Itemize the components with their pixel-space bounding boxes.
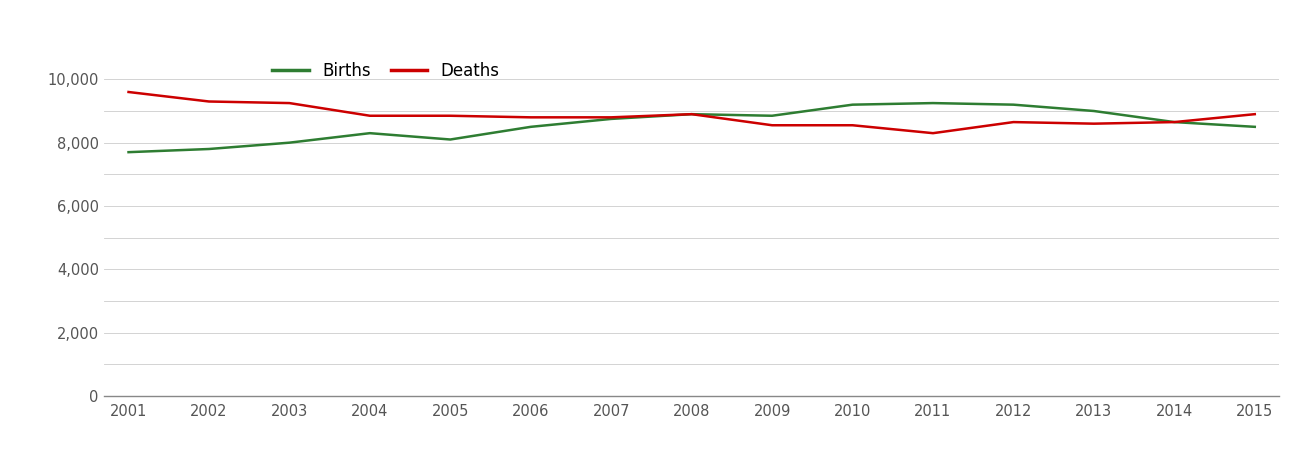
Births xyxy=(844,102,860,108)
Deaths xyxy=(1086,121,1101,126)
Deaths xyxy=(442,113,458,118)
Births xyxy=(684,112,699,117)
Births xyxy=(765,113,780,118)
Line: Deaths: Deaths xyxy=(128,92,1255,133)
Births xyxy=(603,116,619,122)
Deaths xyxy=(603,115,619,120)
Births xyxy=(442,137,458,142)
Births xyxy=(361,130,377,136)
Deaths xyxy=(120,89,136,94)
Deaths xyxy=(282,100,298,106)
Births xyxy=(120,149,136,155)
Births xyxy=(1006,102,1022,108)
Deaths xyxy=(684,112,699,117)
Deaths xyxy=(765,122,780,128)
Births xyxy=(925,100,941,106)
Deaths xyxy=(1248,112,1263,117)
Births xyxy=(201,146,217,152)
Births xyxy=(1167,119,1182,125)
Deaths xyxy=(201,99,217,104)
Births xyxy=(1086,108,1101,114)
Deaths xyxy=(925,130,941,136)
Deaths xyxy=(1006,119,1022,125)
Births xyxy=(282,140,298,145)
Deaths xyxy=(523,115,539,120)
Births xyxy=(523,124,539,130)
Births xyxy=(1248,124,1263,130)
Line: Births: Births xyxy=(128,103,1255,152)
Legend: Births, Deaths: Births, Deaths xyxy=(265,55,506,87)
Deaths xyxy=(361,113,377,118)
Deaths xyxy=(844,122,860,128)
Deaths xyxy=(1167,119,1182,125)
